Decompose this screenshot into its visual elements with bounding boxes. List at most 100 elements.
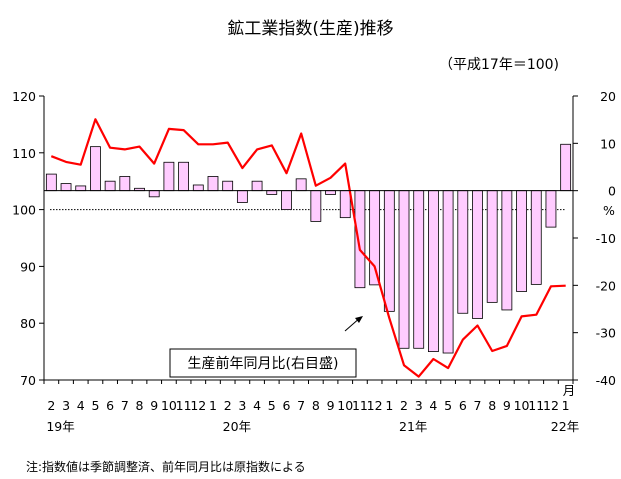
- bar-33: [530, 190, 542, 285]
- right-tick-label-0: 0: [608, 184, 616, 199]
- month-label-4: 6: [106, 398, 114, 413]
- left-tick-label-100: 100: [12, 203, 36, 218]
- footnote: 注:指数値は季節調整済、前年同月比は原指数による: [26, 460, 306, 474]
- left-tick-label-120: 120: [12, 89, 36, 104]
- bar-11: [207, 176, 219, 192]
- month-label-18: 8: [312, 398, 320, 413]
- production-index-line: [50, 118, 566, 378]
- bar-27: [442, 190, 454, 354]
- line-series: [50, 118, 566, 378]
- bar-26: [428, 190, 439, 353]
- month-label-9: 11: [176, 398, 192, 413]
- bar-32: [516, 190, 527, 292]
- month-label-16: 6: [282, 398, 290, 413]
- bar-9: [178, 161, 189, 192]
- legend-box: [169, 348, 357, 378]
- bar-18: [310, 190, 322, 222]
- month-label-27: 5: [444, 398, 452, 413]
- bar-20: [339, 190, 351, 219]
- month-label-34: 12: [543, 398, 559, 413]
- left-tick-label-70: 70: [20, 373, 36, 388]
- bar-7: [148, 190, 160, 198]
- right-tick-label-10: 10: [600, 136, 616, 151]
- month-label-21: 11: [352, 398, 368, 413]
- month-label-3: 5: [91, 398, 99, 413]
- chart-title: 鉱工業指数(生産)推移: [227, 19, 394, 39]
- month-label-25: 3: [415, 398, 423, 413]
- year-label-0: 19年: [46, 419, 74, 434]
- bar-14: [251, 180, 263, 192]
- bar-17: [295, 178, 307, 192]
- month-label-15: 5: [268, 398, 276, 413]
- right-tick-label--40: -40: [596, 373, 616, 388]
- month-unit-label: 月: [563, 383, 576, 398]
- month-label-10: 12: [190, 398, 206, 413]
- bar-30: [486, 190, 498, 303]
- bar-1: [60, 183, 72, 192]
- month-label-23: 1: [385, 398, 393, 413]
- bar-8: [163, 161, 175, 192]
- bar-3: [90, 146, 101, 192]
- month-label-8: 10: [161, 398, 177, 413]
- legend-arrow-head: [355, 316, 363, 323]
- bar-31: [501, 190, 513, 311]
- right-tick-label-20: 20: [600, 89, 616, 104]
- month-label-14: 4: [253, 398, 261, 413]
- year-label-35: 22年: [551, 419, 579, 434]
- left-tick-label-90: 90: [20, 259, 36, 274]
- month-label-28: 6: [459, 398, 467, 413]
- month-label-19: 9: [327, 398, 335, 413]
- month-label-20: 10: [337, 398, 353, 413]
- year-label-24: 21年: [399, 419, 427, 434]
- left-tick-label-80: 80: [20, 316, 36, 331]
- month-label-13: 3: [238, 398, 246, 413]
- month-label-31: 9: [503, 398, 511, 413]
- base-year-note: （平成17年＝100): [439, 57, 559, 73]
- bar-4: [104, 180, 116, 192]
- month-label-7: 9: [150, 398, 158, 413]
- bar-23: [383, 190, 395, 312]
- month-label-11: 1: [209, 398, 217, 413]
- left-tick-label-110: 110: [12, 146, 36, 161]
- bar-series: [45, 143, 572, 354]
- right-axis-unit: %: [603, 203, 615, 218]
- month-label-30: 8: [488, 398, 496, 413]
- bar-35: [560, 143, 572, 192]
- bar-25: [413, 190, 425, 349]
- bar-2: [75, 185, 87, 192]
- month-label-5: 7: [121, 398, 129, 413]
- month-label-35: 1: [562, 398, 570, 413]
- month-label-26: 4: [429, 398, 437, 413]
- right-tick-label--10: -10: [596, 231, 616, 246]
- month-label-33: 11: [528, 398, 544, 413]
- month-label-12: 2: [224, 398, 232, 413]
- year-label-12: 20年: [223, 419, 251, 434]
- legend-label: 生産前年同月比(右目盛): [188, 355, 339, 372]
- bar-19: [325, 190, 336, 195]
- bar-0: [45, 173, 57, 192]
- bar-12: [222, 180, 234, 192]
- right-tick-label--20: -20: [596, 278, 616, 293]
- bar-10: [192, 184, 204, 192]
- month-label-32: 10: [514, 398, 530, 413]
- bar-22: [369, 190, 381, 286]
- bar-29: [472, 190, 483, 319]
- bar-15: [266, 190, 278, 195]
- month-label-2: 4: [77, 398, 85, 413]
- bar-28: [457, 190, 469, 314]
- month-label-1: 3: [62, 398, 70, 413]
- month-label-24: 2: [400, 398, 408, 413]
- bar-13: [236, 190, 248, 203]
- bar-24: [398, 190, 410, 349]
- legend: 生産前年同月比(右目盛): [169, 316, 363, 378]
- month-label-6: 8: [136, 398, 144, 413]
- bar-16: [281, 190, 292, 211]
- bar-34: [545, 190, 557, 228]
- month-label-17: 7: [297, 398, 305, 413]
- bar-21: [354, 190, 366, 289]
- month-label-0: 2: [47, 398, 55, 413]
- month-label-22: 12: [367, 398, 383, 413]
- right-tick-label--30: -30: [596, 326, 616, 341]
